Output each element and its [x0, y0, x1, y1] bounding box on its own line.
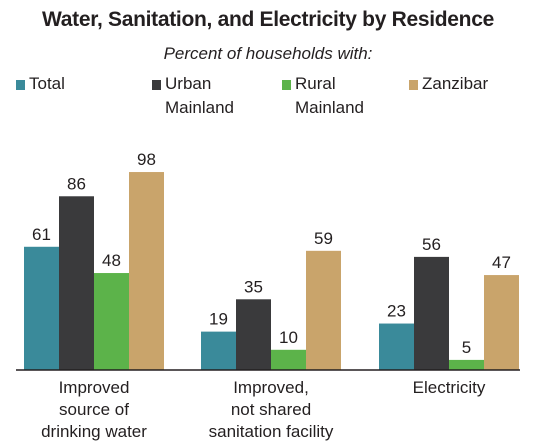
bar-2-0: [379, 323, 414, 370]
data-label-2-2: 5: [462, 338, 471, 357]
chart-subtitle: Percent of households with:: [163, 44, 373, 63]
data-label-2-3: 47: [492, 253, 511, 272]
bar-1-1: [236, 299, 271, 370]
legend-swatch-urban-mainland: [152, 80, 161, 90]
data-label-1-0: 19: [209, 310, 228, 329]
data-label-2-0: 23: [387, 302, 406, 321]
bar-1-0: [201, 331, 236, 370]
data-label-0-0: 61: [32, 225, 51, 244]
legend-label-total: Total: [29, 74, 65, 93]
bar-0-2: [94, 273, 129, 370]
data-label-1-1: 35: [244, 277, 263, 296]
legend-swatch-zanzibar: [409, 80, 418, 90]
legend-swatch-rural-mainland: [282, 80, 291, 90]
data-label-0-2: 48: [102, 251, 121, 270]
data-label-0-1: 86: [67, 174, 86, 193]
chart-title: Water, Sanitation, and Electricity by Re…: [42, 8, 494, 31]
bar-0-1: [59, 196, 94, 370]
bar-0-3: [129, 172, 164, 370]
category-label-0: Improved source of drinking water: [41, 378, 147, 441]
legend: Total Urban Mainland Rural Mainland Zanz…: [0, 72, 536, 132]
bar-2-3: [484, 275, 519, 370]
legend-swatch-total: [16, 80, 25, 90]
bar-0-0: [24, 246, 59, 370]
data-label-2-1: 56: [422, 235, 441, 254]
category-label-2: Electricity: [413, 378, 486, 397]
data-label-1-3: 59: [314, 229, 333, 248]
bar-chart: 61 86 48 98 Improved source of drinking water 1…: [16, 150, 520, 441]
bar-1-3: [306, 250, 341, 370]
bar-2-2: [449, 359, 484, 370]
bar-2-1: [414, 256, 449, 370]
legend-label-rural-mainland: Rural Mainland: [295, 74, 364, 117]
legend-label-zanzibar: Zanzibar: [422, 74, 489, 93]
bar-1-2: [271, 349, 306, 370]
legend-label-urban-mainland: Urban Mainland: [165, 74, 234, 117]
category-label-1: Improved, not shared sanitation facility: [209, 378, 334, 441]
data-label-1-2: 10: [279, 328, 298, 347]
data-label-0-3: 98: [137, 150, 156, 169]
